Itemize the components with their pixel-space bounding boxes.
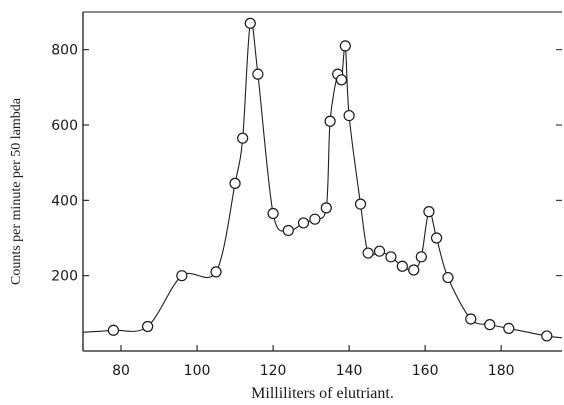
data-point [339,40,351,52]
y-tick-label: 400 [51,193,78,209]
data-point [210,266,222,278]
data-point [465,313,477,325]
x-axis: 80 100 120 140 160 180 [112,345,515,379]
data-point [385,251,397,263]
data-point [408,264,420,276]
y-axis-title: Counts per minute per 50 lambda [9,97,24,285]
x-tick-label: 100 [184,363,211,379]
data-point [142,320,154,333]
y-tick-label: 800 [51,43,78,59]
data-point [396,260,408,272]
data-point [430,232,443,244]
data-point [362,247,374,259]
data-point [343,109,355,122]
series-line [82,20,563,339]
data-point [541,330,553,342]
x-axis-title: Milliliters of elutriant. [251,385,394,402]
data-point [423,206,435,218]
data-point [252,68,264,80]
data-point [415,251,427,263]
y-tick-label: 200 [51,269,78,285]
data-point [320,202,332,214]
data-point [107,324,120,336]
data-point [484,319,496,331]
data-point [237,132,249,144]
data-point [335,74,348,86]
x-tick-label: 180 [488,363,515,379]
data-point [442,271,454,284]
x-tick-label: 160 [412,363,439,379]
data-points [107,17,553,342]
x-tick-label: 120 [260,363,287,379]
x-tick-label: 80 [112,363,130,379]
data-point [297,217,310,229]
data-point [244,17,256,29]
data-point [309,213,321,225]
x-tick-label: 140 [336,363,363,379]
data-point [503,322,515,334]
y-tick-label: 600 [51,118,78,134]
data-point [373,245,386,257]
data-point [176,270,188,282]
y-axis: 200 400 600 800 [51,43,562,285]
plot-frame [82,11,562,352]
data-point [324,115,336,127]
data-point [282,224,294,237]
data-point [267,207,279,220]
data-point [354,198,367,210]
data-point [229,177,241,189]
